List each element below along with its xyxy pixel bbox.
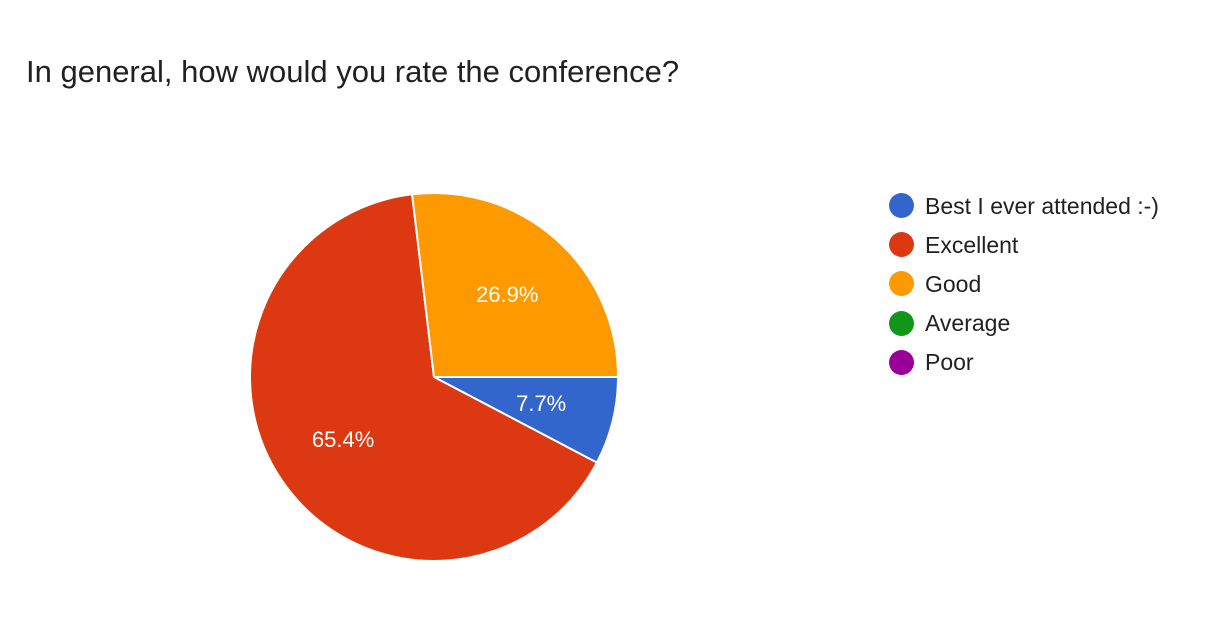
legend-item[interactable]: Poor: [889, 343, 1159, 382]
legend-label: Average: [925, 310, 1011, 337]
slice-value-label: 65.4%: [312, 427, 374, 452]
legend-swatch: [889, 349, 914, 375]
legend-swatch: [889, 271, 914, 297]
legend-item[interactable]: Excellent: [889, 225, 1159, 264]
legend-swatch: [889, 232, 914, 258]
legend-label: Best I ever attended :-): [925, 192, 1159, 219]
pie-slice[interactable]: [249, 193, 598, 562]
slice-value-label: 26.9%: [476, 282, 538, 307]
legend-label: Poor: [925, 349, 974, 376]
pie-slice[interactable]: [411, 192, 619, 378]
legend-swatch: [889, 193, 914, 219]
legend-item[interactable]: Average: [889, 304, 1159, 343]
legend: Best I ever attended :-) Excellent Good Ave…: [889, 186, 1159, 382]
legend-label: Excellent: [925, 231, 1019, 258]
legend-item[interactable]: Good: [889, 264, 1159, 303]
slice-value-label: 7.7%: [516, 391, 566, 416]
legend-swatch: [889, 310, 914, 336]
chart-title: In general, how would you rate the confe…: [26, 54, 680, 89]
legend-item[interactable]: Best I ever attended :-): [889, 186, 1159, 225]
legend-label: Good: [925, 270, 982, 297]
